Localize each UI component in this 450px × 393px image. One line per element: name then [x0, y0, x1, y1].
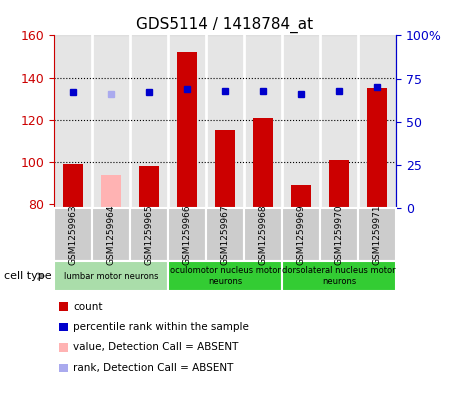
Text: GSM1259970: GSM1259970 [334, 204, 343, 265]
Text: GSM1259969: GSM1259969 [297, 204, 306, 265]
Bar [215, 130, 235, 208]
Text: oculomotor nucleus motor
neurons: oculomotor nucleus motor neurons [170, 266, 280, 286]
Bar [168, 35, 206, 208]
Bar [130, 35, 168, 208]
Bar [100, 174, 122, 208]
Bar [291, 185, 311, 208]
Text: rank, Detection Call = ABSENT: rank, Detection Call = ABSENT [73, 363, 233, 373]
Text: GSM1259967: GSM1259967 [220, 204, 230, 265]
Bar [206, 35, 244, 208]
Text: GSM1259968: GSM1259968 [258, 204, 267, 265]
Text: GSM1259963: GSM1259963 [68, 204, 77, 265]
Text: GSM1259964: GSM1259964 [107, 205, 116, 265]
Text: dorsolateral nucleus motor
neurons: dorsolateral nucleus motor neurons [282, 266, 396, 286]
Bar [358, 35, 396, 208]
Text: lumbar motor neurons: lumbar motor neurons [64, 272, 158, 281]
Text: GSM1259971: GSM1259971 [373, 204, 382, 265]
Text: GSM1259965: GSM1259965 [144, 204, 153, 265]
Bar [139, 166, 159, 208]
Bar [54, 35, 92, 208]
Bar [252, 118, 274, 208]
Bar [244, 35, 282, 208]
Bar [320, 35, 358, 208]
Bar [92, 35, 130, 208]
Title: GDS5114 / 1418784_at: GDS5114 / 1418784_at [136, 17, 314, 33]
Bar [367, 88, 387, 208]
Text: count: count [73, 301, 103, 312]
Text: percentile rank within the sample: percentile rank within the sample [73, 322, 249, 332]
Bar [63, 164, 83, 208]
Bar [328, 160, 350, 208]
Text: GSM1259966: GSM1259966 [183, 204, 192, 265]
Text: value, Detection Call = ABSENT: value, Detection Call = ABSENT [73, 342, 238, 353]
Bar [176, 52, 198, 208]
Bar [282, 35, 320, 208]
Text: cell type: cell type [4, 271, 52, 281]
